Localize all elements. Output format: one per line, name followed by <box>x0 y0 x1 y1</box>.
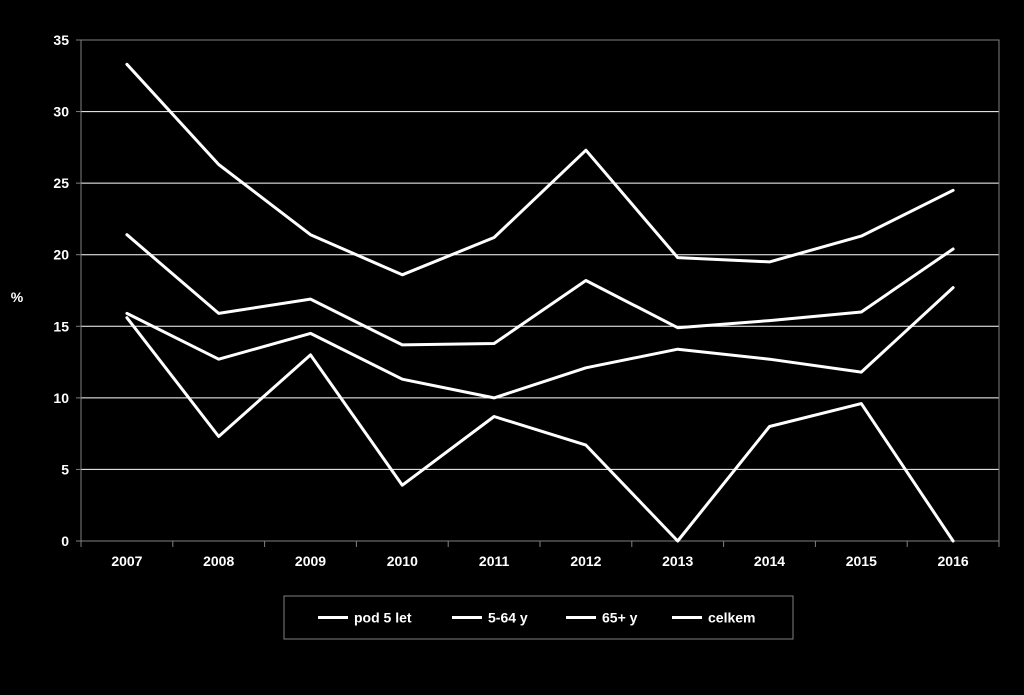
legend-label: pod 5 let <box>354 610 412 626</box>
series-line-1 <box>125 62 955 277</box>
x-tick-label: 2015 <box>846 553 877 569</box>
legend-label: 65+ y <box>602 610 638 626</box>
x-tick-label: 2008 <box>203 553 234 569</box>
legend-box <box>283 595 794 640</box>
y-tick-label: 30 <box>53 104 69 120</box>
tick-labels: 0 5 10 15 20 25 30 35 2007 2008 2009 2010 2011 2012 20… <box>53 32 968 569</box>
x-tick-label: 2007 <box>111 553 142 569</box>
plot-area-border <box>80 39 1000 542</box>
x-tick-label: 2013 <box>662 553 693 569</box>
x-tick-label: 2012 <box>570 553 601 569</box>
x-tick-label: 2014 <box>754 553 785 569</box>
series-lines <box>125 62 955 543</box>
y-tick-label: 5 <box>61 461 69 477</box>
series-line-2 <box>125 316 955 543</box>
axes <box>76 39 1000 547</box>
y-tick-label: 35 <box>53 32 69 48</box>
x-tick-label: 2010 <box>387 553 418 569</box>
legend-label: celkem <box>708 610 755 626</box>
y-tick-label: 20 <box>53 247 69 263</box>
x-tick-label: 2016 <box>938 553 969 569</box>
legend: pod 5 let 5-64 y 65+ y celkem <box>283 595 794 640</box>
series-line-3 <box>125 286 955 400</box>
x-tick-label: 2009 <box>295 553 326 569</box>
y-tick-label: 15 <box>53 318 69 334</box>
x-tick-label: 2011 <box>479 553 510 569</box>
y-tick-label: 0 <box>61 533 69 549</box>
y-tick-label: 10 <box>53 390 69 406</box>
y-axis-label: % <box>11 289 24 305</box>
legend-label: 5-64 y <box>488 610 528 626</box>
series-line-4 <box>125 233 955 347</box>
y-tick-label: 25 <box>53 175 69 191</box>
